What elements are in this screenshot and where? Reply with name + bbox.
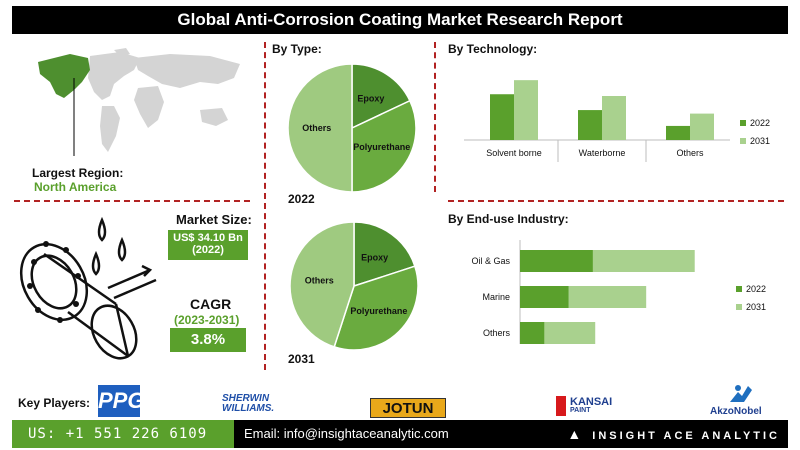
north-america-highlight	[38, 54, 90, 98]
end-use-legend-label-2022: 2022	[746, 284, 766, 294]
akzonobel-logo-text: AkzoNobel	[710, 406, 762, 417]
end-use-category-label: Others	[483, 328, 511, 338]
tech-bar-1-2031	[602, 96, 626, 140]
pie-slice-epoxy	[353, 221, 416, 288]
by-type-heading: By Type:	[272, 42, 322, 56]
pie-label-others: Others	[302, 123, 331, 133]
technology-bar-chart: Solvent borne Waterborne Others 2022 2031	[464, 80, 770, 162]
divider-right-top	[434, 42, 436, 192]
pie-label-others: Others	[305, 275, 334, 285]
footer: US: +1 551 226 6109 Email: info@insighta…	[0, 420, 800, 450]
end-use-bar-1-2022	[520, 286, 569, 308]
tech-bar-2-2031	[690, 113, 714, 140]
pie-chart-2031: Epoxy Polyurethane Others	[289, 221, 419, 351]
cagr-label: CAGR	[190, 296, 232, 312]
end-use-category-label: Marine	[482, 292, 510, 302]
end-use-legend-swatch-2022	[736, 286, 742, 292]
market-size-year: (2022)	[192, 244, 224, 256]
tech-bar-0-2022	[490, 94, 514, 140]
footer-brand: ▲ INSIGHT ACE ANALYTIC	[567, 420, 780, 448]
cagr-period: (2023-2031)	[174, 313, 240, 327]
tech-category-label: Solvent borne	[486, 148, 542, 158]
kansai-logo-subtext: PAINT	[570, 407, 591, 414]
market-size-box: US$ 34.10 Bn (2022)	[168, 230, 248, 260]
tech-legend-swatch-2031	[740, 138, 746, 144]
largest-region-value: North America	[34, 180, 117, 194]
divider-right-horizontal	[448, 200, 784, 202]
tech-category-label: Waterborne	[579, 148, 626, 158]
kansai-k-icon	[556, 396, 566, 416]
pie-label-epoxy: Epoxy	[357, 93, 384, 103]
pie-slice-others	[289, 221, 355, 348]
pie-slice-others	[287, 63, 353, 193]
end-use-category-label: Oil & Gas	[471, 256, 510, 266]
brand-logo-icon: ▲	[567, 426, 585, 442]
tech-bar-0-2031	[514, 80, 538, 140]
pie-label-polyurethane: Polyurethane	[350, 306, 407, 316]
pie-label-polyurethane: Polyurethane	[353, 142, 410, 152]
divider-left-horizontal	[14, 200, 250, 202]
key-players-label: Key Players:	[18, 396, 91, 410]
sherwin-williams-logo: SHERWIN WILLIAMS.	[222, 393, 275, 414]
market-size-value: US$ 34.10 Bn	[173, 232, 243, 244]
pie-2031-caption: 2031	[288, 352, 315, 366]
tech-bar-2-2022	[666, 125, 690, 140]
ppg-logo: PPG	[98, 385, 144, 417]
end-use-bar-2-2022	[520, 322, 545, 344]
end-use-legend-label-2031: 2031	[746, 302, 766, 312]
tech-bar-1-2022	[578, 110, 602, 140]
jotun-logo: JOTUN	[370, 398, 446, 418]
pie-slice-epoxy	[351, 63, 411, 130]
end-use-bar-0-2022	[520, 250, 593, 272]
pipe-corrosion-icon	[19, 216, 157, 360]
tech-legend-label-2022: 2022	[750, 118, 770, 128]
pie-slice-polyurethane	[333, 265, 419, 351]
end-use-bar-chart: Oil & Gas Marine Others 2022 2031	[471, 240, 766, 344]
by-technology-heading: By Technology:	[448, 42, 538, 56]
pie-label-epoxy: Epoxy	[361, 253, 388, 263]
market-size-label: Market Size:	[176, 212, 252, 227]
kansai-logo-text: KANSAI	[570, 396, 613, 408]
divider-left	[264, 42, 266, 370]
pie-2022-caption: 2022	[288, 192, 315, 206]
footer-email: Email: info@insightaceanalytic.com	[234, 420, 788, 448]
tech-legend-label-2031: 2031	[750, 136, 770, 146]
akzonobel-logo: AkzoNobel	[708, 384, 772, 418]
world-map	[38, 48, 240, 156]
tech-category-label: Others	[676, 148, 704, 158]
cagr-value: 3.8%	[170, 328, 246, 352]
page-title: Global Anti-Corrosion Coating Market Res…	[12, 6, 788, 34]
largest-region-label: Largest Region:	[32, 166, 124, 180]
by-end-use-heading: By End-use Industry:	[448, 212, 569, 226]
jotun-logo-text: JOTUN	[382, 400, 434, 417]
footer-phone: US: +1 551 226 6109	[12, 420, 234, 448]
akzonobel-figure-icon	[730, 385, 752, 402]
pie-chart-2022: Epoxy Polyurethane Others	[287, 63, 417, 193]
footer-brand-text: INSIGHT ACE ANALYTIC	[592, 430, 780, 442]
end-use-legend-swatch-2031	[736, 304, 742, 310]
tech-legend-swatch-2022	[740, 120, 746, 126]
pie-slice-polyurethane	[351, 99, 417, 193]
kansai-paint-logo: KANSAI PAINT	[556, 396, 618, 418]
footer-email-text: Email: info@insightaceanalytic.com	[244, 426, 449, 441]
